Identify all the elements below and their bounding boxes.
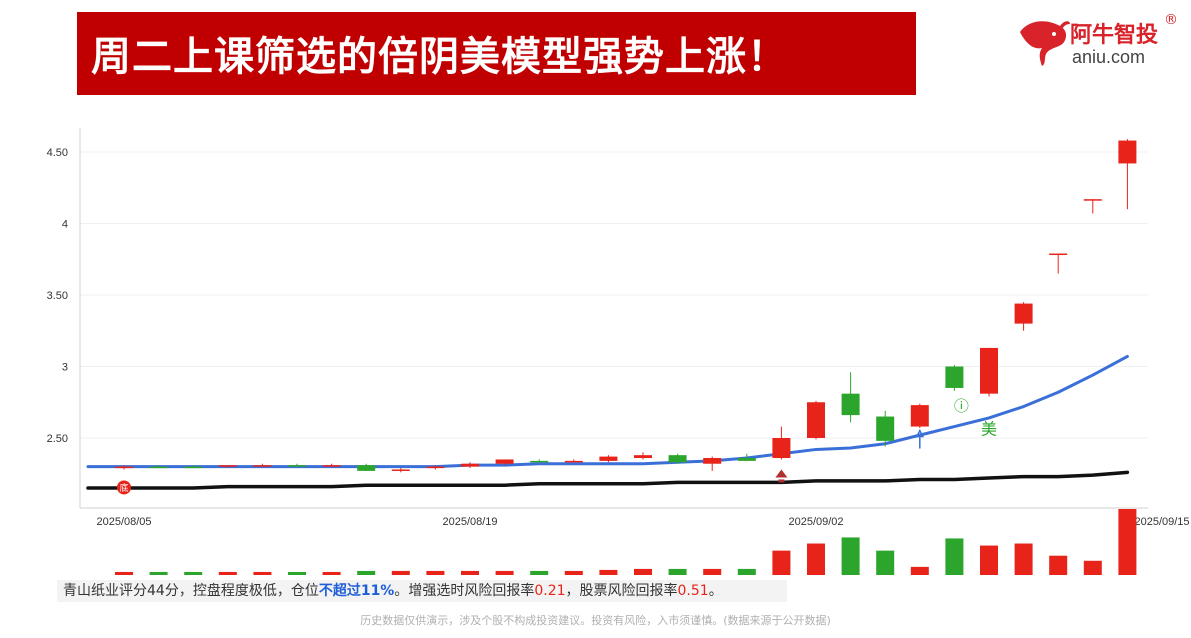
- x-tick-label: 2025/08/19: [442, 516, 497, 528]
- y-tick-label: 4.50: [47, 147, 68, 159]
- aniu-logo: 阿牛智投 ® aniu.com: [1016, 12, 1186, 74]
- volume-bar: [841, 537, 860, 575]
- registered-mark: ®: [1164, 12, 1178, 28]
- candle-body: [564, 460, 583, 463]
- candle-body: [1014, 303, 1033, 324]
- volume-bar: [564, 570, 583, 575]
- caption-part2: 。增强选时风险回报率: [394, 583, 535, 599]
- candle-body: [703, 458, 722, 464]
- bottom-signal-icon: [117, 480, 131, 495]
- candle-body: [737, 458, 756, 461]
- bottom-signal-label: 底: [119, 482, 128, 494]
- logo-cn-text: 阿牛智投: [1070, 23, 1159, 48]
- disclaimer-text: 历史数据仅供演示，涉及个股不构成投资建议。投资有风险，入市须谨慎。(数据来源于公…: [360, 614, 831, 627]
- candle-body: [461, 463, 479, 467]
- candle-body: [599, 456, 618, 461]
- volume-bar: [910, 566, 929, 575]
- volume-bar: [599, 569, 618, 575]
- candle-body: [322, 465, 341, 467]
- caption-part1: 青山纸业评分44分，控盘程度极低，仓位: [63, 583, 319, 599]
- timing-risk-return: 0.21: [534, 583, 566, 599]
- volume-bar: [1014, 543, 1033, 575]
- volume-bar: [1118, 509, 1137, 575]
- candle-body: [876, 416, 895, 441]
- x-tick-label: 2025/09/02: [788, 516, 843, 528]
- volume-bar: [149, 571, 168, 575]
- candle-body: [184, 466, 203, 469]
- volume-bar: [530, 570, 549, 575]
- volume-bar: [945, 538, 964, 575]
- bull-logo-icon: [1020, 21, 1070, 66]
- page-title: 周二上课筛选的倍阴美模型强势上涨！: [91, 34, 788, 80]
- candle-body: [634, 455, 652, 459]
- volume-bar: [1049, 555, 1068, 575]
- volume-bar: [253, 571, 272, 575]
- candle-body: [1118, 140, 1137, 164]
- candle-body: [1049, 253, 1068, 256]
- volume-bar: [634, 568, 652, 575]
- volume-bar: [1083, 560, 1102, 575]
- volume-bar: [322, 571, 341, 575]
- candle-body: [357, 465, 376, 471]
- analysis-caption: 青山纸业评分44分，控盘程度极低，仓位不超过11%。增强选时风险回报率0.21，…: [57, 580, 787, 602]
- volume-bar: [115, 571, 133, 575]
- title-banner: 周二上课筛选的倍阴美模型强势上涨！: [77, 12, 916, 95]
- ma-fast-line: [86, 354, 1129, 469]
- volume-bar: [184, 571, 203, 575]
- mei-signal-label: 美: [981, 420, 997, 439]
- y-tick-label: 3.50: [47, 290, 68, 302]
- candle-body: [288, 465, 306, 467]
- x-tick-label: 2025/09/15: [1134, 516, 1189, 528]
- volume-bar: [495, 570, 514, 575]
- candle-body: [772, 438, 791, 459]
- candle-body: [149, 466, 168, 469]
- volume-bar: [703, 568, 722, 575]
- volume-bar: [461, 570, 479, 575]
- candle-body: [945, 366, 964, 388]
- volume-bar: [668, 568, 687, 575]
- buy-arrow-icon: [775, 469, 788, 478]
- volume-bar: [357, 570, 376, 575]
- candle-body: [253, 465, 272, 467]
- info-signal-icon: ⓘ: [954, 397, 969, 415]
- volume-bar: [807, 543, 825, 575]
- candle-body: [807, 402, 825, 438]
- logo-en-text: aniu.com: [1072, 47, 1146, 67]
- ma-slow-line: [86, 470, 1130, 490]
- candle-body: [495, 459, 514, 464]
- y-tick-label: 2.50: [47, 433, 68, 445]
- candle-body: [426, 466, 445, 469]
- candle-body: [668, 455, 687, 463]
- volume-bar: [980, 545, 998, 575]
- volume-bar: [391, 570, 410, 575]
- candle-body: [1083, 199, 1102, 201]
- volume-bar: [737, 568, 756, 575]
- candle-body: [841, 393, 860, 416]
- candle-body: [980, 347, 998, 394]
- candle-body: [115, 466, 133, 469]
- volume-bar: [772, 550, 791, 575]
- volume-bar: [288, 571, 306, 575]
- buy-arrow-base: [778, 479, 785, 483]
- volume-bar: [876, 550, 895, 575]
- candle-body: [391, 469, 410, 471]
- position-limit: 不超过11%: [318, 583, 395, 599]
- caption-part3: ，股票风险回报率: [565, 583, 678, 599]
- candle-body: [218, 465, 237, 467]
- volume-bar: [218, 571, 237, 575]
- x-tick-label: 2025/08/05: [96, 516, 151, 528]
- y-tick-label: 4: [62, 219, 68, 231]
- y-tick-label: 3: [62, 362, 68, 374]
- candle-body: [910, 405, 929, 427]
- candle-body: [530, 460, 549, 463]
- volume-bar: [426, 570, 445, 575]
- caption-part4: 。: [708, 583, 723, 599]
- stock-risk-return: 0.51: [677, 583, 709, 599]
